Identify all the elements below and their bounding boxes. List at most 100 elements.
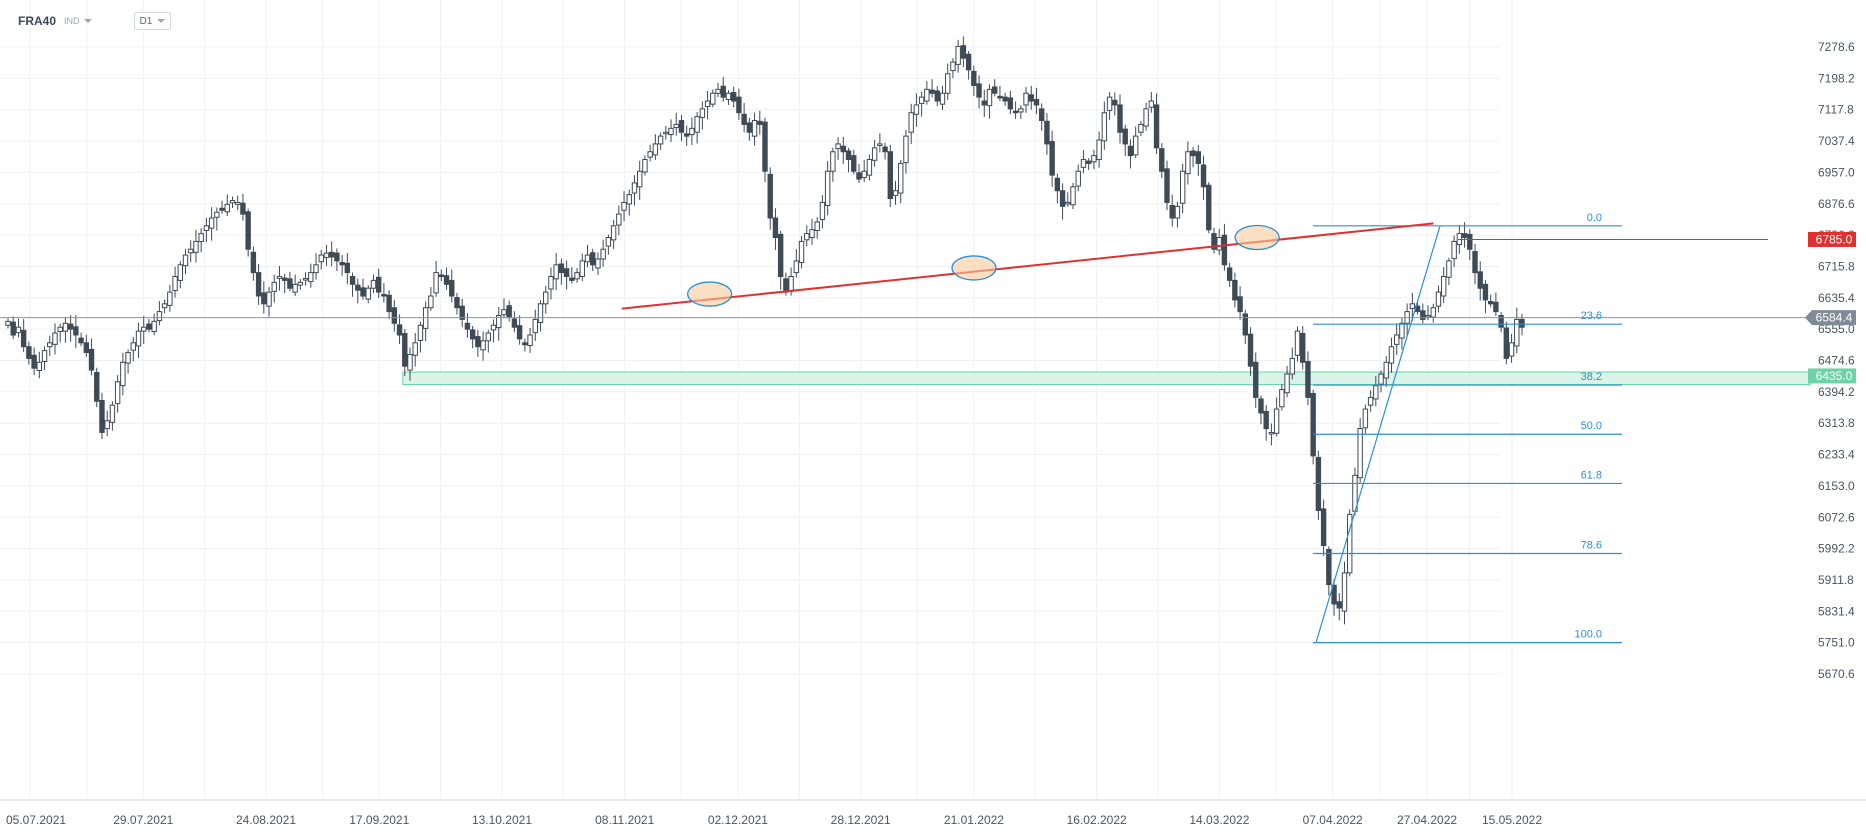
- candle: [130, 336, 136, 362]
- candle: [1263, 405, 1269, 441]
- candle-body: [125, 352, 131, 364]
- candle: [1143, 102, 1149, 131]
- candle-body: [1096, 139, 1102, 161]
- candle: [516, 315, 523, 345]
- candle-body: [73, 326, 79, 336]
- candle-body: [1206, 184, 1212, 231]
- candle: [459, 298, 465, 328]
- candle-body: [177, 264, 183, 281]
- candle-body: [1122, 128, 1128, 145]
- candle: [1242, 309, 1249, 344]
- candle-body: [318, 254, 324, 263]
- candle: [1435, 285, 1442, 313]
- candle: [866, 154, 873, 181]
- candle-body: [464, 322, 471, 330]
- candle: [924, 81, 930, 105]
- candle: [1357, 418, 1363, 483]
- x-tick-label: 08.11.2021: [595, 813, 654, 827]
- candle-body: [1247, 333, 1254, 367]
- candle: [678, 115, 685, 142]
- x-tick-label: 28.12.2021: [831, 813, 891, 827]
- candle-body: [334, 252, 340, 262]
- candle: [323, 244, 330, 266]
- candle-body: [642, 159, 648, 173]
- candle-body: [1503, 327, 1510, 359]
- candle-body: [1226, 267, 1233, 281]
- candle: [631, 175, 638, 206]
- candle-body: [198, 233, 204, 242]
- x-axis: 05.07.2021 29.07.2021 24.08.2021 17.09.2021…: [6, 813, 1542, 827]
- candle-body: [407, 353, 413, 371]
- candle: [804, 225, 810, 247]
- candle: [47, 335, 53, 357]
- candle: [971, 65, 977, 96]
- candle: [31, 347, 37, 376]
- fib-level-label: 61.8: [1581, 469, 1602, 481]
- candle: [1399, 317, 1405, 350]
- candle-body: [918, 96, 925, 104]
- candle-body: [861, 170, 867, 178]
- candle: [777, 230, 784, 290]
- candle-body: [971, 70, 977, 86]
- candle: [1409, 292, 1416, 322]
- candle: [1294, 326, 1301, 362]
- candle-body: [1367, 396, 1374, 406]
- y-tick-label: 7198.2: [1818, 71, 1855, 85]
- candle-body: [516, 325, 523, 340]
- candle-body: [375, 276, 382, 293]
- candle-body: [203, 225, 210, 231]
- candle: [647, 144, 653, 162]
- candle: [1065, 192, 1071, 207]
- candle-body: [1221, 234, 1228, 266]
- candle-body: [5, 320, 11, 326]
- candle-body: [856, 172, 862, 180]
- timeframe-selector[interactable]: D1: [133, 12, 172, 30]
- candle-body: [584, 254, 591, 263]
- candle-body: [1044, 120, 1050, 145]
- candle: [1347, 509, 1353, 577]
- candle-body: [1012, 110, 1019, 114]
- candle-body: [757, 120, 763, 125]
- candle-body: [511, 318, 518, 328]
- candle-body: [563, 268, 570, 278]
- candle: [537, 300, 544, 332]
- candle: [109, 401, 116, 431]
- candle: [78, 332, 84, 347]
- x-tick-label: 05.07.2021: [6, 813, 66, 827]
- candle-body: [1420, 310, 1426, 320]
- candle: [355, 278, 361, 304]
- candle-body: [339, 261, 345, 266]
- candle-body: [725, 92, 732, 100]
- candle: [751, 112, 758, 146]
- candle-body: [428, 295, 434, 309]
- instrument-type-selector[interactable]: IND: [64, 16, 92, 26]
- candle: [1179, 163, 1186, 214]
- candle-body: [78, 337, 84, 344]
- candle: [1300, 326, 1306, 370]
- candle-body: [788, 276, 794, 292]
- candle: [313, 253, 319, 280]
- y-tick-label: 5670.6: [1818, 667, 1855, 681]
- candle-body: [1467, 233, 1473, 250]
- candle: [861, 159, 867, 183]
- candle: [454, 292, 460, 315]
- candle: [250, 246, 257, 281]
- candle: [1362, 404, 1369, 434]
- candle-body: [1519, 318, 1525, 328]
- y-tick-label: 6153.0: [1818, 479, 1855, 493]
- candle-body: [929, 89, 935, 94]
- x-tick-label: 27.04.2022: [1397, 813, 1457, 827]
- candle: [235, 195, 241, 211]
- candle-body: [1336, 601, 1342, 609]
- candle-body: [485, 332, 492, 342]
- candle-body: [57, 326, 63, 332]
- candle: [1206, 182, 1212, 234]
- candle-body: [1378, 373, 1384, 385]
- candle-body: [302, 277, 309, 281]
- candle: [950, 58, 956, 79]
- candle-body: [934, 90, 940, 102]
- candle-body: [1075, 170, 1081, 187]
- candle: [1132, 126, 1139, 158]
- y-axis: 7278.67198.27117.87037.46957.06876.66796…: [1818, 40, 1855, 681]
